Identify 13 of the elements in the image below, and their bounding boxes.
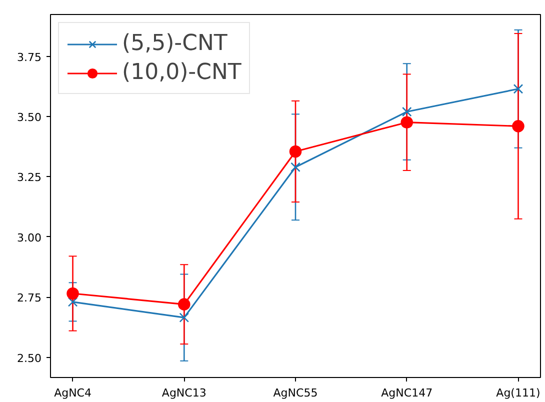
x-tick-label: AgNC147 (381, 386, 433, 400)
y-tick-label: 3.25 (17, 171, 42, 184)
legend-label: (5,5)-CNT (122, 31, 228, 56)
legend-label: (10,0)-CNT (122, 60, 242, 85)
x-tick-label: AgNC55 (273, 386, 318, 400)
y-tick-label: 2.50 (17, 352, 42, 365)
y-tick-label: 2.75 (17, 292, 42, 305)
x-tick-label: AgNC4 (54, 386, 92, 400)
y-tick-label: 3.00 (17, 231, 42, 244)
x-tick-label: Ag(111) (496, 386, 540, 400)
y-tick-label: 3.75 (17, 50, 42, 64)
y-tick-label: 3.50 (17, 111, 42, 124)
x-tick-label: AgNC13 (162, 386, 206, 400)
